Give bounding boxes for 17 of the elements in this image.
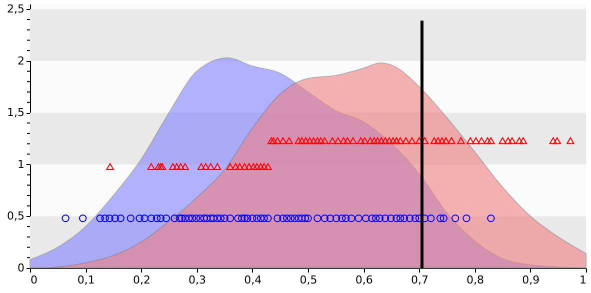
y-tick-label: 2 <box>18 54 24 68</box>
x-tick-label: 1 <box>580 274 586 286</box>
x-tick-label: 0,9 <box>522 274 540 286</box>
x-tick-label: 0,5 <box>300 274 318 286</box>
x-tick-label: 0,6 <box>355 274 373 286</box>
y-tick-label: 0 <box>18 262 24 274</box>
x-tick-label: 0,1 <box>77 274 95 286</box>
y-tick-label: 0,5 <box>7 210 24 223</box>
x-tick-label: 0,2 <box>132 274 150 286</box>
y-tick-label: 1 <box>18 158 24 171</box>
x-tick-label: 0,8 <box>466 274 484 286</box>
x-tick-label: 0,3 <box>188 274 206 286</box>
y-tick-label: 2,5 <box>7 2 24 16</box>
x-tick-label: 0,4 <box>244 274 262 286</box>
x-tick-label: 0 <box>30 274 38 286</box>
x-tick-label: 0,7 <box>410 274 428 286</box>
y-tick-label: 1,5 <box>7 106 24 120</box>
